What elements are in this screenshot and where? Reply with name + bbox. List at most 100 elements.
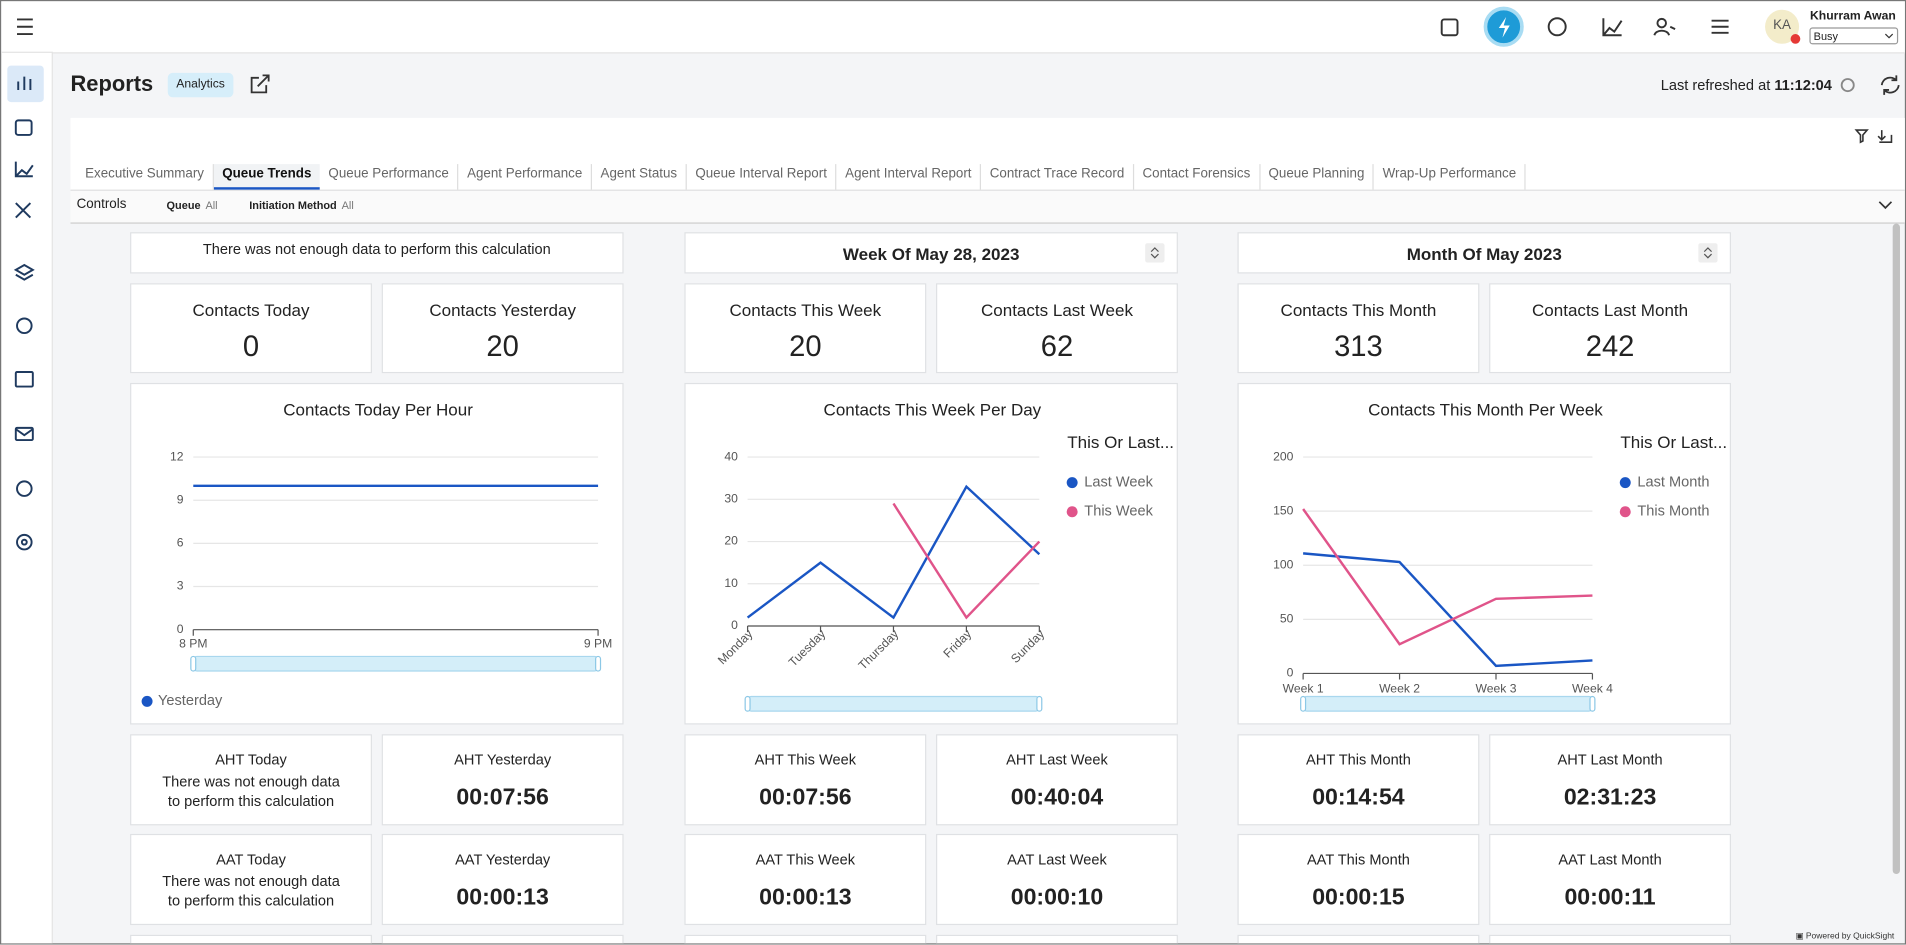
x-tick-label: Friday [940, 626, 974, 660]
filter[interactable]: Initiation Method All [249, 199, 354, 211]
tab[interactable]: Queue Performance [320, 164, 459, 190]
slider-handle[interactable] [190, 655, 197, 672]
pie-icon[interactable] [16, 480, 33, 497]
aat-tile: AAT Last Week 00:00:10 [936, 833, 1178, 926]
filter-icon[interactable] [1854, 129, 1869, 144]
tabs: Executive Summary Queue Trends Queue Perfo… [77, 164, 1526, 190]
aht-label: AHT Today [215, 751, 287, 769]
kpi-label: Contacts This Week [729, 300, 882, 320]
page-title: Reports [70, 71, 154, 97]
y-tick-label: 0 [731, 618, 738, 632]
aht-tile: AHT This Week 00:07:56 [684, 734, 927, 826]
aat-label: AAT Last Week [1007, 850, 1107, 868]
y-tick-label: 10 [724, 576, 738, 590]
slider-handle[interactable] [595, 655, 602, 672]
aat-tile: AAT This Week 00:00:13 [684, 833, 927, 926]
sidebar-active[interactable] [7, 65, 44, 103]
tab[interactable]: Agent Performance [459, 164, 593, 190]
tab[interactable]: Contract Trace Record [981, 164, 1134, 190]
window-icon[interactable] [14, 371, 34, 388]
y-tick-label: 9 [177, 492, 184, 506]
filters: Queue All Initiation Method All [167, 199, 354, 211]
spinner-box [1145, 243, 1165, 263]
settings-icon[interactable] [1711, 19, 1729, 34]
menu-icon[interactable] [17, 18, 33, 36]
x-tick-label: Sunday [1008, 626, 1048, 666]
filter-name: Queue [166, 199, 201, 212]
range-slider[interactable] [192, 655, 599, 672]
tab[interactable]: Executive Summary [77, 164, 214, 190]
period-tile: Month Of May 2023 [1237, 232, 1732, 274]
controls-bar [70, 190, 1905, 224]
tab[interactable]: Wrap-Up Performance [1374, 164, 1526, 190]
tab[interactable]: Agent Interval Report [837, 164, 982, 190]
metrics-icon[interactable] [1602, 18, 1623, 37]
chart-title: Contacts This Week Per Day [824, 400, 1042, 419]
gear-icon[interactable] [16, 533, 33, 551]
period: Week Of May 28, 2023 [842, 244, 1020, 264]
slider-handle[interactable] [1300, 695, 1307, 712]
info-icon[interactable] [1840, 78, 1855, 93]
users-icon[interactable] [1656, 17, 1667, 29]
refresh-time: 11:12:04 [1774, 76, 1832, 94]
tab-bar [70, 117, 1905, 191]
slider-handle[interactable] [1589, 695, 1596, 712]
chart-icon[interactable] [14, 161, 34, 178]
tab[interactable]: Queue Planning [1260, 164, 1375, 190]
aht-tile: AHT Last Month 02:31:23 [1489, 734, 1732, 826]
avatar[interactable] [1765, 9, 1800, 44]
scrollbar[interactable] [1892, 223, 1900, 875]
line-series [892, 502, 1041, 620]
controls-label[interactable]: Controls [76, 196, 127, 212]
range-slider[interactable] [1302, 695, 1594, 712]
period-spinner[interactable] [1698, 243, 1718, 263]
period-tile: There was not enough data to perform thi… [130, 232, 624, 274]
filter-value: All [205, 199, 218, 212]
period-spinner[interactable] [1145, 243, 1165, 263]
kpi-tile: Contacts Last Month 242 [1489, 283, 1732, 374]
refresh-icon[interactable] [1880, 75, 1900, 95]
tile-partial [936, 934, 1178, 944]
status-select[interactable] [1809, 27, 1899, 45]
note: There was not enough data to perform thi… [202, 240, 551, 258]
mail-icon[interactable] [14, 426, 34, 442]
tab[interactable]: Agent Status [592, 164, 687, 190]
kpi-tile: Contacts This Week 20 [684, 283, 927, 374]
kpi-tile: Contacts Last Week 62 [936, 283, 1178, 374]
collapse-icon[interactable] [1877, 199, 1894, 211]
slider-handle[interactable] [1036, 695, 1043, 712]
legend-label: Last Week [1084, 474, 1153, 490]
spinner-box [1698, 243, 1718, 263]
x-tick-label: Week 3 [1476, 681, 1517, 695]
aht-label: AHT This Month [1305, 751, 1411, 769]
legend-dot [141, 695, 153, 707]
aat-label: AAT Yesterday [455, 850, 551, 868]
history-icon[interactable] [16, 317, 33, 335]
notes-icon[interactable] [1440, 18, 1459, 37]
legend-dot [1066, 506, 1078, 518]
open-external-icon[interactable] [250, 74, 270, 94]
chart-title: Contacts This Month Per Week [1368, 400, 1603, 419]
y-tick-label: 30 [724, 492, 738, 506]
y-tick-label: 100 [1273, 557, 1294, 571]
tab[interactable]: Queue Interval Report [687, 164, 837, 190]
export-icon[interactable] [1877, 130, 1893, 144]
layers-icon[interactable] [13, 263, 35, 281]
aht-tile: AHT This Month 00:14:54 [1237, 734, 1480, 826]
y-tick-label: 200 [1273, 449, 1294, 463]
kpi-label: Contacts Yesterday [429, 300, 576, 320]
tab[interactable]: Queue Trends [213, 164, 320, 190]
aht-tile: AHT Yesterday 00:07:56 [381, 734, 624, 826]
kpi-tile: Contacts This Month 313 [1237, 283, 1480, 374]
filter[interactable]: Queue All [167, 199, 218, 211]
tab[interactable]: Contact Forensics [1134, 164, 1260, 190]
help-icon[interactable] [1547, 17, 1567, 37]
legend-dot [1066, 477, 1078, 489]
line-series [1303, 552, 1593, 668]
tools-icon[interactable] [15, 202, 32, 219]
calendar-icon[interactable] [14, 119, 33, 136]
range-slider[interactable] [746, 695, 1040, 712]
chart-title: Contacts Today Per Hour [283, 400, 473, 419]
slider-handle[interactable] [744, 695, 751, 712]
aat-value: 00:00:13 [759, 884, 852, 911]
